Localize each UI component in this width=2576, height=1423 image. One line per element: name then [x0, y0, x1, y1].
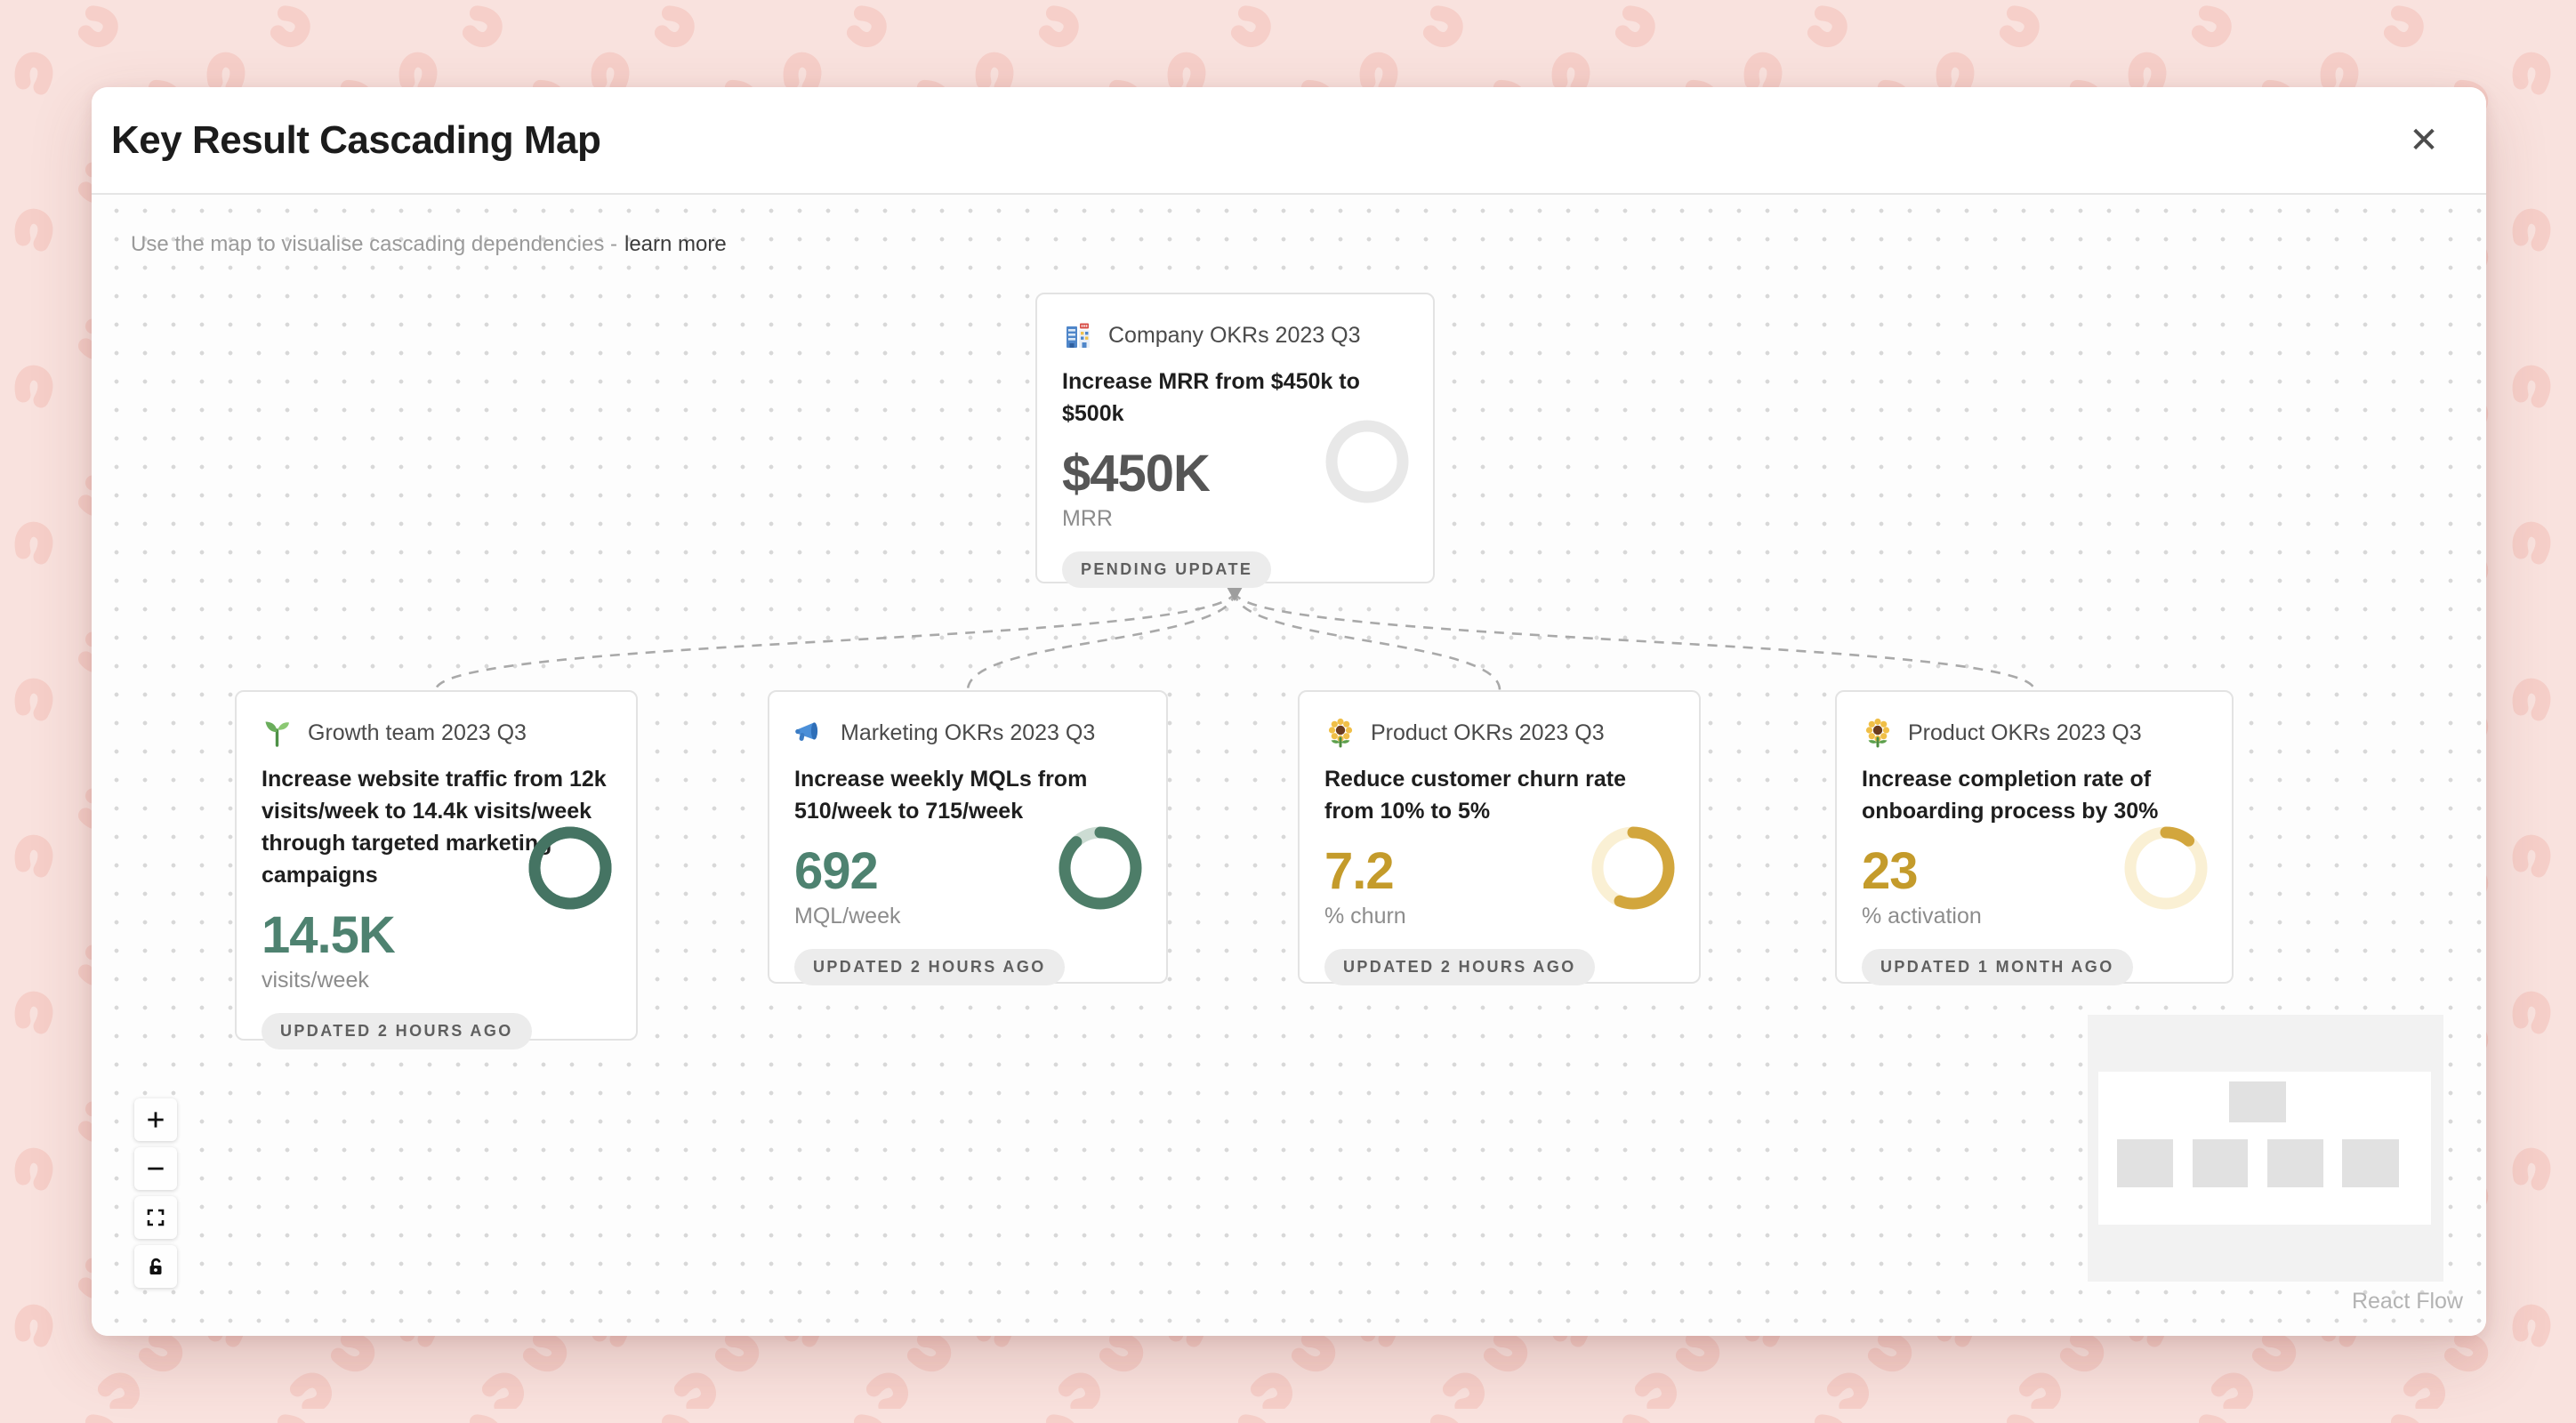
- objective-text: Increase MRR from $450k to $500k: [1062, 369, 1360, 426]
- status-badge: UPDATED 1 MONTH AGO: [1862, 949, 2133, 986]
- metric-unit: visits/week: [262, 968, 369, 993]
- learn-more-link[interactable]: learn more: [624, 232, 727, 256]
- sunflower-icon: [1328, 718, 1353, 748]
- minimap-node: [2267, 1139, 2323, 1187]
- hint-row: Use the map to visualise cascading depen…: [131, 232, 727, 257]
- objective-text: Increase weekly MQLs from 510/week to 71…: [794, 767, 1088, 824]
- lock-toggle-button[interactable]: [134, 1245, 177, 1288]
- objective-text: Increase completion rate of onboarding p…: [1862, 767, 2159, 824]
- megaphone-icon: [795, 722, 818, 741]
- react-flow-attribution[interactable]: React Flow: [2351, 1289, 2463, 1314]
- minimap-node: [2229, 1081, 2286, 1122]
- edge-company-churn: [1233, 591, 1501, 691]
- metric-unit: MQL/week: [794, 904, 901, 929]
- okr-card-product-activation[interactable]: Product OKRs 2023 Q3 Increase completion…: [1835, 690, 2234, 986]
- metric-unit: MRR: [1062, 506, 1113, 532]
- progress-ring: [1058, 825, 1143, 911]
- minimap-node: [2193, 1139, 2248, 1187]
- progress-ring: [1590, 825, 1676, 911]
- team-label: Company OKRs 2023 Q3: [1108, 322, 1361, 348]
- metric-unit: % activation: [1862, 904, 1982, 929]
- modal-header: Key Result Cascading Map ✕: [92, 87, 2486, 195]
- status-badge: UPDATED 2 HOURS AGO: [794, 949, 1065, 986]
- seedling-icon: [265, 721, 289, 747]
- metric-value: 23: [1862, 842, 1919, 900]
- team-label: Product OKRs 2023 Q3: [1371, 720, 1605, 745]
- metric-value: 7.2: [1324, 842, 1395, 900]
- status-badge: UPDATED 2 HOURS AGO: [262, 1013, 532, 1050]
- minimap-node: [2342, 1139, 2399, 1187]
- edge-source-arrow: [1227, 587, 1243, 601]
- okr-card-growth[interactable]: Growth team 2023 Q3 Increase website tra…: [235, 690, 638, 1050]
- okr-card-marketing[interactable]: Marketing OKRs 2023 Q3 Increase weekly M…: [768, 690, 1168, 986]
- zoom-out-button[interactable]: [134, 1147, 177, 1190]
- metric-value: 692: [794, 842, 879, 900]
- progress-ring: [2123, 825, 2209, 911]
- page-title: Key Result Cascading Map: [111, 117, 601, 162]
- team-label: Marketing OKRs 2023 Q3: [841, 720, 1096, 745]
- okr-card-product-churn[interactable]: Product OKRs 2023 Q3 Reduce customer chu…: [1298, 690, 1701, 986]
- minus-icon: [148, 1167, 164, 1170]
- edge-company-marketing: [966, 591, 1236, 691]
- minimap-viewport: [2098, 1072, 2431, 1225]
- unlock-icon: [149, 1258, 162, 1274]
- team-label: Product OKRs 2023 Q3: [1908, 720, 2142, 745]
- metric-value: $450K: [1062, 445, 1211, 502]
- minimap-node: [2117, 1139, 2173, 1187]
- close-icon: ✕: [2409, 120, 2439, 160]
- canvas-controls: [134, 1098, 177, 1288]
- key-result-cascading-map-modal: Key Result Cascading Map ✕ Use the map t…: [92, 87, 2486, 1336]
- status-badge: UPDATED 2 HOURS AGO: [1324, 949, 1595, 986]
- status-badge: PENDING UPDATE: [1062, 551, 1272, 589]
- metric-value: 14.5K: [262, 906, 396, 964]
- metric-unit: % churn: [1324, 904, 1406, 929]
- zoom-in-button[interactable]: [134, 1098, 177, 1141]
- progress-ring: [527, 825, 613, 911]
- objective-text: Reduce customer churn rate from 10% to 5…: [1324, 767, 1626, 824]
- okr-card-company[interactable]: Company OKRs 2023 Q3 Increase MRR from $…: [1035, 293, 1435, 589]
- flow-canvas[interactable]: Use the map to visualise cascading depen…: [92, 195, 2486, 1336]
- close-button[interactable]: ✕: [2395, 112, 2452, 169]
- fit-view-icon: [147, 1209, 165, 1226]
- progress-ring: [1324, 419, 1410, 504]
- objective-text: Increase website traffic from 12k visits…: [262, 767, 607, 888]
- edge-company-growth: [434, 591, 1236, 691]
- sunflower-icon: [1865, 718, 1890, 748]
- edge-company-activation: [1233, 591, 2036, 691]
- hint-text: Use the map to visualise cascading depen…: [131, 232, 617, 256]
- minimap[interactable]: [2088, 1015, 2443, 1282]
- plus-icon: [148, 1112, 164, 1128]
- team-label: Growth team 2023 Q3: [308, 720, 527, 745]
- office-building-icon: [1067, 323, 1090, 348]
- fit-view-button[interactable]: [134, 1196, 177, 1239]
